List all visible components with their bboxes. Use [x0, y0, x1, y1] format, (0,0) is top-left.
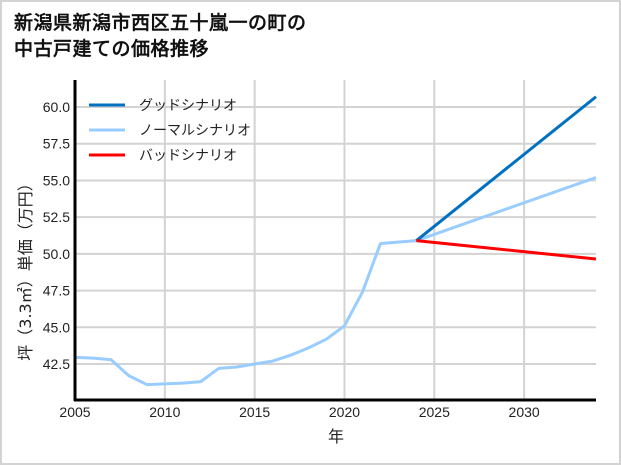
- y-tick-label: 55.0: [43, 172, 70, 188]
- x-axis-label: 年: [328, 427, 344, 446]
- y-tick-label: 52.5: [43, 209, 70, 225]
- chart-title: 新潟県新潟市西区五十嵐一の町の 中古戸建ての価格推移: [14, 10, 307, 62]
- x-tick-label: 2005: [59, 404, 90, 420]
- legend-label: グッドシナリオ: [139, 98, 237, 114]
- x-tick-label: 2015: [239, 404, 270, 420]
- x-tick-label: 2025: [419, 404, 450, 420]
- chart-title-line1: 新潟県新潟市西区五十嵐一の町の: [14, 12, 307, 34]
- x-tick-label: 2020: [329, 404, 360, 420]
- y-tick-label: 60.0: [43, 99, 70, 115]
- series-lines: [74, 95, 597, 387]
- x-tick-label: 2010: [149, 404, 180, 420]
- x-tick-label: 2030: [509, 404, 540, 420]
- y-tick-label: 57.5: [43, 136, 70, 152]
- legend-label: ノーマルシナリオ: [139, 123, 251, 139]
- series-line: [74, 176, 597, 387]
- y-tick-label: 47.5: [43, 283, 70, 299]
- chart-title-line2: 中古戸建ての価格推移: [14, 38, 210, 60]
- series-line: [416, 239, 597, 261]
- y-axis-label: 坪（3.3㎡）単価（万円）: [16, 175, 35, 360]
- y-tick-label: 42.5: [43, 356, 70, 372]
- tick-labels: 2005 2010 2015 2020 2025 2030 42.5 45.0 47.5 50.0…: [43, 99, 540, 420]
- legend-label: バッドシナリオ: [139, 148, 237, 164]
- series-line: [415, 95, 597, 242]
- axes: [73, 80, 596, 402]
- grid-lines: [74, 80, 596, 400]
- y-tick-label: 45.0: [43, 319, 70, 335]
- y-tick-label: 50.0: [43, 246, 70, 262]
